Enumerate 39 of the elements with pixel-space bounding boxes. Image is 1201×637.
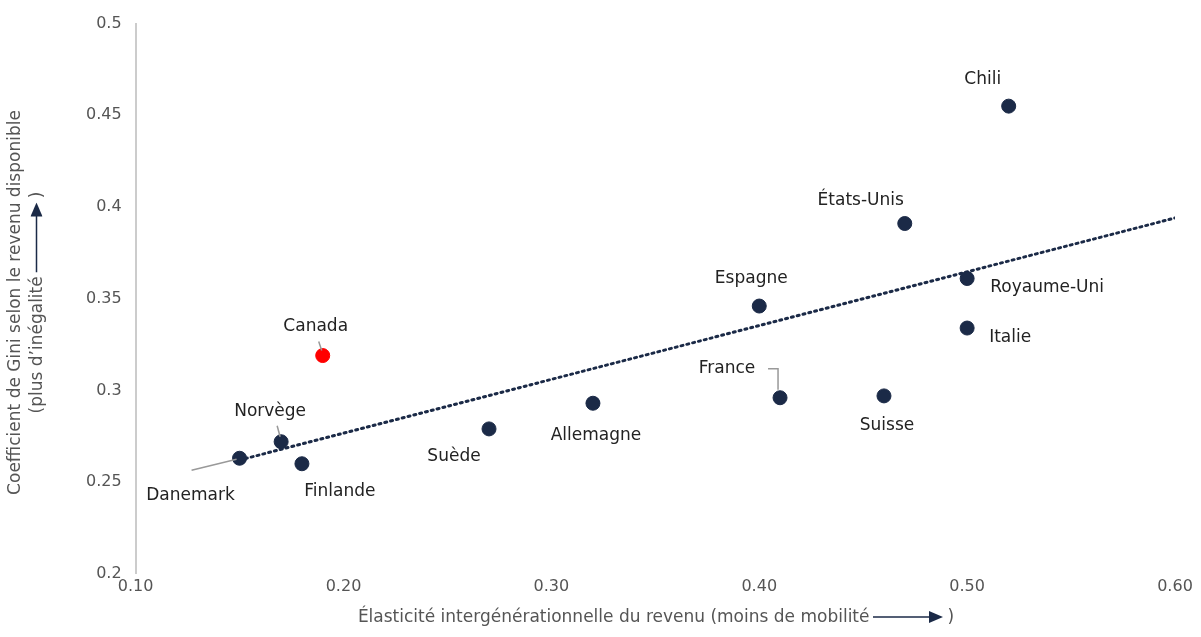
- annotation: Danemark: [146, 483, 235, 504]
- annotation: Norvège: [234, 400, 307, 421]
- annotation: Suisse: [859, 414, 915, 435]
- x-tick-label: 0.10: [117, 575, 154, 595]
- point: [772, 390, 788, 406]
- point: [273, 434, 289, 450]
- annotation: États-Unis: [817, 187, 905, 209]
- annotation: Canada: [283, 314, 349, 335]
- annotation: Royaume-Uni: [990, 275, 1105, 296]
- y-tick-label: 0.45: [86, 104, 122, 124]
- y-tick-label: 0.4: [96, 196, 122, 216]
- y-tick-label: 0.5: [96, 12, 122, 32]
- point: [1001, 98, 1017, 114]
- point: [315, 348, 331, 364]
- annotation: Italie: [989, 326, 1032, 347]
- x-tick-label: 0.40: [741, 575, 778, 595]
- annotation: Allemagne: [550, 423, 642, 444]
- x-tick-label: 0.50: [949, 575, 985, 595]
- point: [585, 395, 601, 411]
- x-tick-label: 0.60: [1157, 575, 1193, 595]
- annotation: Suède: [427, 445, 481, 466]
- point: [481, 421, 497, 437]
- annotation: Finlande: [304, 480, 376, 501]
- point: [232, 450, 248, 466]
- x-tick-label: 0.20: [325, 575, 362, 595]
- text: Élasticité intergénérationnelle du revenu (moins de mobilité ): [357, 606, 955, 626]
- point: [876, 388, 892, 404]
- point: [294, 456, 310, 472]
- x-tick-label: 0.30: [533, 575, 570, 595]
- annotation: France: [698, 357, 756, 378]
- point: [751, 298, 767, 314]
- y-tick-label: 0.35: [86, 287, 122, 307]
- annotation: Espagne: [714, 267, 788, 288]
- point: [959, 320, 975, 336]
- y-tick-label: 0.25: [86, 471, 122, 491]
- annotation: Chili: [964, 67, 1002, 88]
- point: [959, 271, 975, 287]
- y-tick-label: 0.3: [96, 379, 122, 399]
- point: [897, 216, 913, 232]
